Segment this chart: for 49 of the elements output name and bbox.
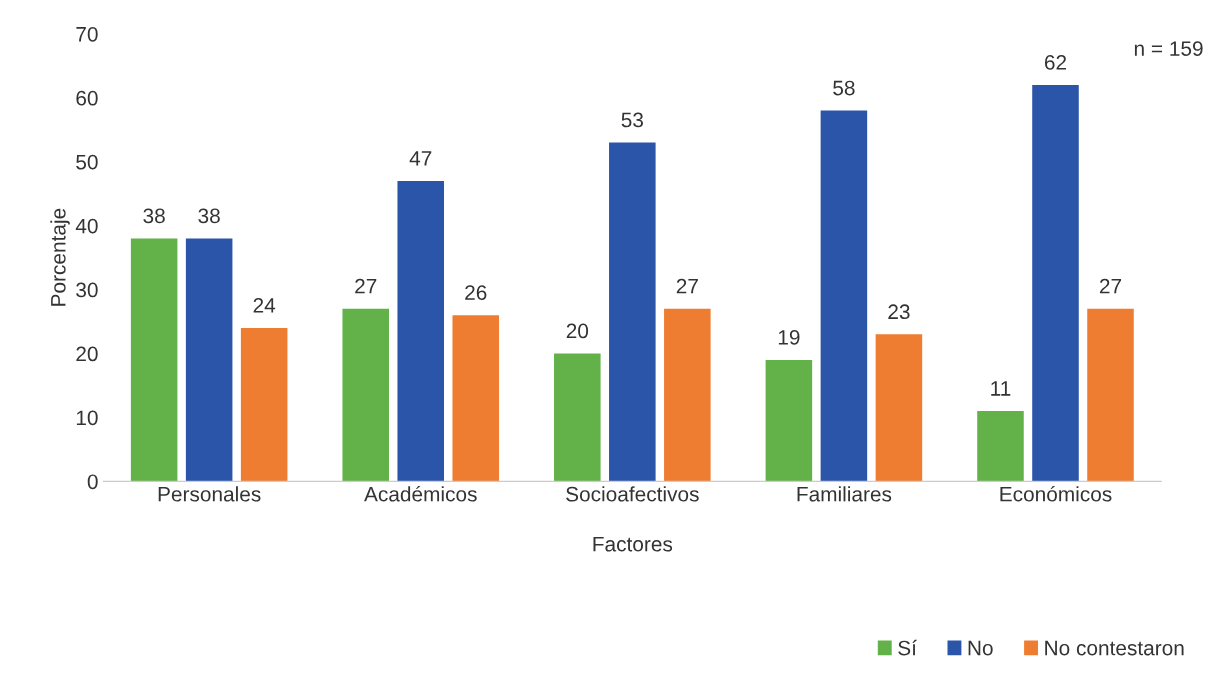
legend-label: Sí xyxy=(898,639,917,656)
data-label: 38 xyxy=(198,208,220,224)
data-label: 27 xyxy=(676,278,698,294)
bar xyxy=(185,238,233,482)
bar xyxy=(452,315,500,482)
y-tick-label: 70 xyxy=(76,26,98,42)
data-label: 53 xyxy=(621,112,643,128)
y-tick-label: 20 xyxy=(76,346,98,362)
x-tick-label: Personales xyxy=(158,486,261,502)
bar xyxy=(342,308,389,482)
bar xyxy=(609,142,656,482)
bar xyxy=(765,359,813,482)
bar xyxy=(1032,85,1079,482)
x-tick-label: Económicos xyxy=(1000,486,1112,502)
x-tick-label: Socioafectivos xyxy=(566,486,699,502)
data-label: 62 xyxy=(1044,55,1067,70)
y-axis-title: Porcentaje xyxy=(50,208,70,306)
data-label: 38 xyxy=(143,208,165,224)
bar xyxy=(240,327,288,482)
x-tick-label: Familiares xyxy=(797,486,892,502)
data-label: 27 xyxy=(355,278,377,294)
bar xyxy=(397,180,445,482)
bar xyxy=(875,334,923,482)
legend-label: No xyxy=(968,640,993,656)
y-tick-label: 30 xyxy=(76,282,98,298)
bar xyxy=(1087,308,1134,482)
bar xyxy=(554,353,601,482)
data-label: 26 xyxy=(465,285,487,300)
bar xyxy=(820,110,868,482)
legend-label: No contestaron xyxy=(1045,640,1184,656)
y-tick-label: 50 xyxy=(76,154,98,170)
data-label: 27 xyxy=(1099,278,1122,294)
data-label: 24 xyxy=(253,297,276,313)
x-axis-title: Factores xyxy=(593,536,673,552)
data-label: 58 xyxy=(833,80,855,96)
data-label: 11 xyxy=(991,381,1011,396)
x-tick-label: Académicos xyxy=(364,486,477,502)
data-label: 20 xyxy=(566,323,589,339)
data-label: 47 xyxy=(409,151,432,166)
bar xyxy=(130,238,178,482)
bar xyxy=(977,411,1024,482)
y-tick-label: 40 xyxy=(75,218,98,234)
data-label: 19 xyxy=(778,329,800,345)
bar xyxy=(664,308,711,482)
y-tick-label: 0 xyxy=(87,474,98,490)
y-tick-label: 60 xyxy=(76,90,98,106)
data-label: 23 xyxy=(888,304,910,320)
annotation: n = 159 xyxy=(1134,41,1203,56)
y-tick-label: 10 xyxy=(76,410,98,426)
